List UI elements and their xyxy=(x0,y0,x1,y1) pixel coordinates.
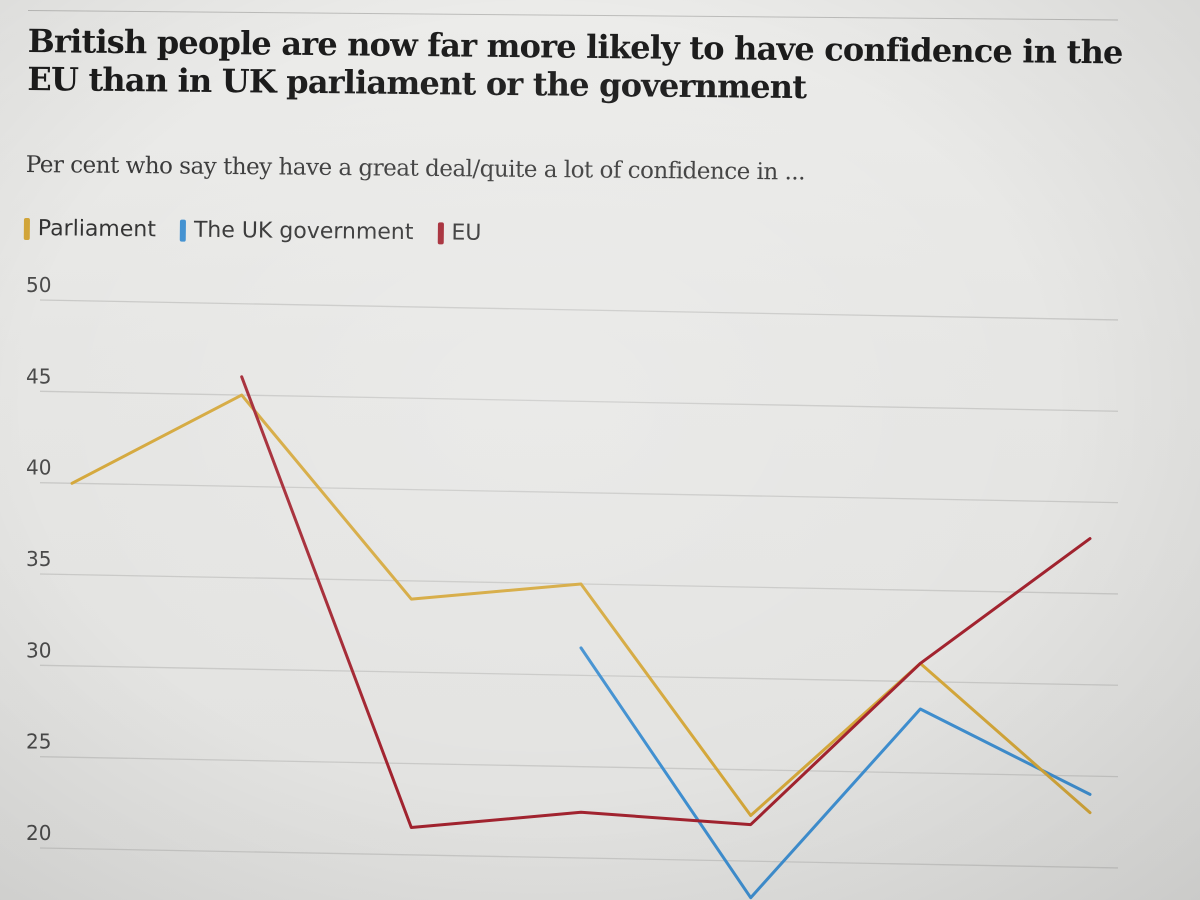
gridline-45 xyxy=(39,390,1119,412)
series-line-eu xyxy=(240,375,1092,829)
y-tick-labels: 50 45 40 35 30 25 20 xyxy=(26,273,51,845)
gridline-30 xyxy=(39,664,1119,686)
y-tick-label-45: 45 xyxy=(26,364,51,388)
y-tick-label-35: 35 xyxy=(26,547,51,571)
y-tick-label-20: 20 xyxy=(26,821,51,845)
gridline-20 xyxy=(39,847,1119,869)
y-tick-label-50: 50 xyxy=(26,273,51,297)
y-tick-label-30: 30 xyxy=(26,638,51,662)
y-tick-label-40: 40 xyxy=(26,456,51,480)
series-line-the-uk-government xyxy=(579,646,1092,900)
gridline-25 xyxy=(39,756,1119,778)
grid-layer xyxy=(39,299,1119,869)
series-line-parliament xyxy=(70,393,1092,817)
gridline-50 xyxy=(39,299,1119,321)
gridline-40 xyxy=(39,482,1119,504)
series-layer xyxy=(70,375,1092,900)
y-tick-label-25: 25 xyxy=(26,730,51,754)
